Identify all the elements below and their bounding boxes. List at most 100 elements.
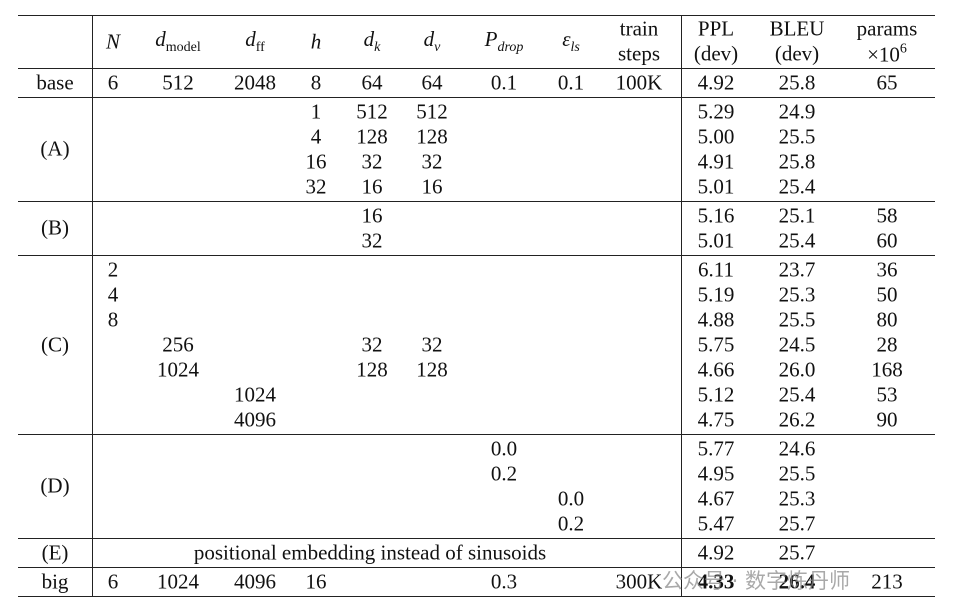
table-cell: 4.92 <box>697 70 735 94</box>
header-text: train <box>619 16 659 41</box>
header-text: d <box>155 27 166 51</box>
table-cell: 168 <box>871 357 903 381</box>
header-text: params <box>856 16 918 41</box>
table-cell: 2 <box>107 257 119 281</box>
header-cell: ×106 <box>867 41 907 67</box>
table-cell: 100K <box>615 70 663 94</box>
table-cell: 25.3 <box>778 486 816 510</box>
table-cell: 2048 <box>234 70 276 94</box>
table-cell: 26.4 <box>778 569 816 593</box>
header-cell: (dev) <box>693 41 739 66</box>
table-cell: 5.00 <box>697 124 735 148</box>
rule <box>18 97 935 98</box>
header-text: (dev) <box>693 41 739 66</box>
header-cell: dk <box>364 29 381 55</box>
column-rule <box>92 15 93 596</box>
table-cell: 1024 <box>234 382 276 406</box>
table-cell: 60 <box>876 228 898 252</box>
row-label: (D) <box>40 473 70 498</box>
table-cell: 128 <box>356 124 388 148</box>
header-cell: train <box>619 16 659 41</box>
rule <box>18 15 935 16</box>
table-cell: 213 <box>871 569 903 593</box>
rule <box>18 255 935 256</box>
table-cell: 4.91 <box>697 149 735 173</box>
table-cell: 28 <box>876 332 898 356</box>
table-cell: 24.9 <box>778 99 816 123</box>
table-cell: 1024 <box>157 357 199 381</box>
table-cell: 25.5 <box>778 461 816 485</box>
column-rule <box>681 15 682 596</box>
table-cell: 25.5 <box>778 124 816 148</box>
table-cell: 25.7 <box>778 540 816 564</box>
header-text: 6 <box>899 41 907 57</box>
table-cell: 26.2 <box>778 407 816 431</box>
table-cell: 24.6 <box>778 436 816 460</box>
table-cell: 32 <box>305 174 327 198</box>
header-text: k <box>374 40 381 55</box>
header-cell: N <box>105 29 121 54</box>
table-cell: 512 <box>416 99 448 123</box>
table-cell: 25.4 <box>778 174 816 198</box>
header-text: d <box>245 27 256 51</box>
table-cell: 4 <box>310 124 322 148</box>
table-cell: 6 <box>107 70 119 94</box>
table-cell: 16 <box>361 174 383 198</box>
rule <box>18 68 935 69</box>
table-cell: 32 <box>361 228 383 252</box>
header-cell: steps <box>618 43 660 65</box>
span-text: positional embedding instead of sinusoid… <box>193 540 547 564</box>
table-cell: 25.4 <box>778 382 816 406</box>
header-cell: dff <box>245 29 265 55</box>
table-cell: 25.5 <box>778 307 816 331</box>
table-cell: 1 <box>310 99 322 123</box>
table-cell: 8 <box>310 70 322 94</box>
header-text: BLEU <box>769 16 825 41</box>
table-cell: 4.33 <box>697 569 735 593</box>
table-cell: 16 <box>361 203 383 227</box>
header-text: P <box>484 27 498 51</box>
table-cell: 5.12 <box>697 382 735 406</box>
header-text: v <box>434 40 441 55</box>
table-cell: 65 <box>876 70 898 94</box>
table-cell: 4.88 <box>697 307 735 331</box>
table-cell: 0.2 <box>490 461 518 485</box>
watermark: 公众号 · 数字炼丹师 <box>662 569 851 593</box>
header-text: (dev) <box>774 41 820 66</box>
table-cell: 0.0 <box>490 436 518 460</box>
rule <box>18 201 935 202</box>
table-cell: 6.11 <box>698 257 734 281</box>
table-cell: 32 <box>361 332 383 356</box>
table-cell: 0.0 <box>557 486 585 510</box>
table-cell: 4.95 <box>697 461 735 485</box>
table-cell: 0.1 <box>490 70 518 94</box>
rule <box>18 434 935 435</box>
table-cell: 0.2 <box>557 511 585 535</box>
table-cell: 128 <box>416 357 448 381</box>
row-label: (B) <box>41 215 69 240</box>
header-text: ff <box>255 40 265 55</box>
table-cell: 0.3 <box>490 569 518 593</box>
header-cell: εls <box>562 29 580 55</box>
table-cell: 5.29 <box>697 99 735 123</box>
row-label: (A) <box>40 136 70 161</box>
row-label: (C) <box>41 332 69 356</box>
table-cell: 16 <box>421 174 443 198</box>
header-text: ε <box>562 27 571 51</box>
header-text: ×10 <box>867 42 900 67</box>
table-cell: 4.66 <box>697 357 735 381</box>
table-cell: 4.92 <box>697 540 735 564</box>
table-cell: 16 <box>305 149 327 173</box>
header-cell: Pdrop <box>485 29 524 55</box>
table-cell: 25.7 <box>778 511 816 535</box>
rule <box>18 596 935 597</box>
table-cell: 300K <box>615 569 663 593</box>
table-cell: 64 <box>361 70 383 94</box>
table-cell: 32 <box>421 149 443 173</box>
table-cell: 25.4 <box>778 228 816 252</box>
table-cell: 5.01 <box>697 174 735 198</box>
row-label: big <box>41 569 69 593</box>
header-text: N <box>105 29 121 54</box>
row-label: (E) <box>41 540 69 564</box>
